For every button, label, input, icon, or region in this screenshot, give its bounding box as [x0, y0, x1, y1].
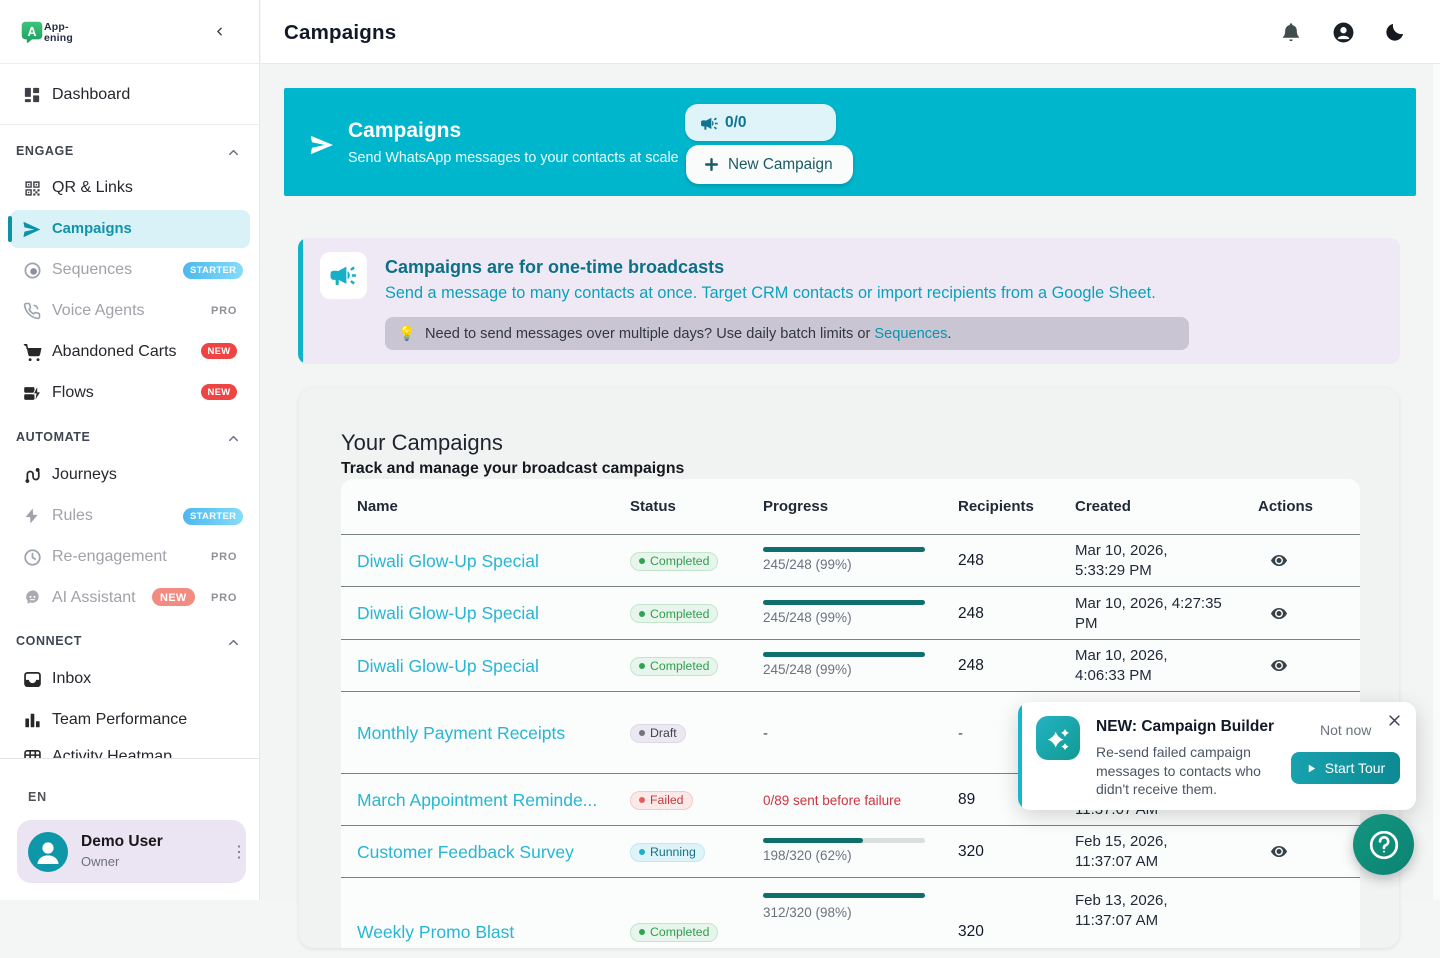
svg-text:A: A — [28, 25, 37, 39]
